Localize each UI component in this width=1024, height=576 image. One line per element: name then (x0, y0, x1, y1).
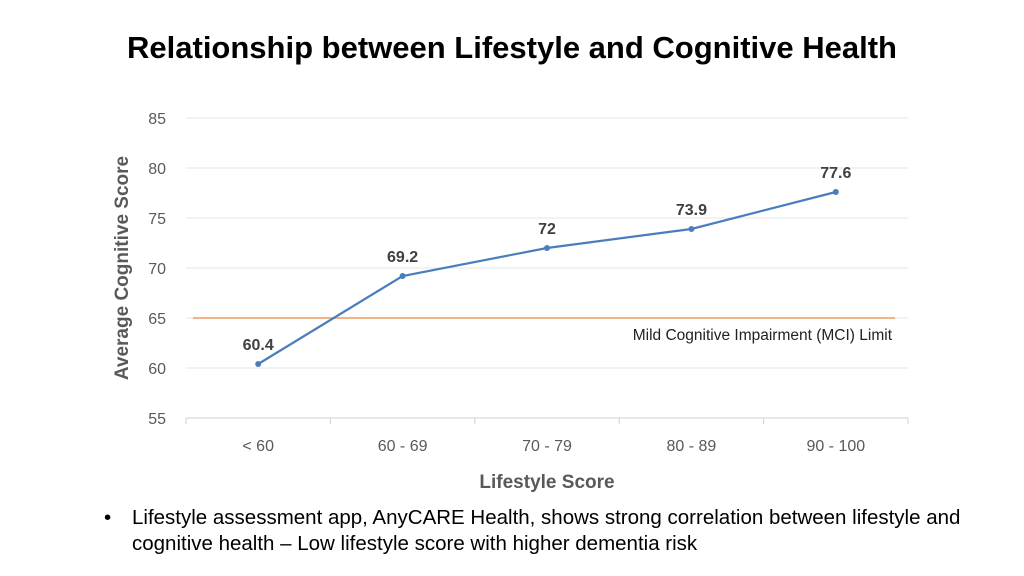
data-label: 60.4 (243, 337, 274, 354)
y-tick-label: 60 (148, 361, 166, 378)
mci-limit-label: Mild Cognitive Impairment (MCI) Limit (633, 327, 893, 344)
data-label: 72 (538, 221, 556, 238)
x-axis-label: Lifestyle Score (479, 472, 614, 493)
data-label: 73.9 (676, 202, 707, 219)
y-axis-label: Average Cognitive Score (112, 156, 133, 380)
y-tick-label: 80 (148, 161, 166, 178)
bullet-dot: • (104, 506, 112, 529)
data-point (544, 245, 550, 251)
y-tick-label: 65 (148, 311, 166, 328)
x-tick-label: 90 - 100 (806, 438, 865, 455)
x-tick-label: < 60 (242, 438, 274, 455)
chart-title: Relationship between Lifestyle and Cogni… (127, 30, 897, 65)
y-tick-label: 70 (148, 261, 166, 278)
bullet-item: • Lifestyle assessment app, AnyCARE Heal… (104, 505, 984, 557)
x-tick-label: 80 - 89 (666, 438, 716, 455)
y-tick-label: 75 (148, 211, 166, 228)
bullet-text: Lifestyle assessment app, AnyCARE Health… (132, 506, 961, 555)
x-tick-label: 70 - 79 (522, 438, 572, 455)
y-tick-label: 55 (148, 411, 166, 428)
data-point (255, 361, 262, 367)
data-label: 77.6 (820, 165, 851, 182)
x-tick-label: 60 - 69 (378, 438, 428, 455)
data-point (832, 189, 839, 195)
data-point (399, 273, 406, 279)
y-tick-label: 85 (148, 111, 166, 128)
data-label: 69.2 (387, 249, 418, 266)
data-point (688, 226, 695, 232)
